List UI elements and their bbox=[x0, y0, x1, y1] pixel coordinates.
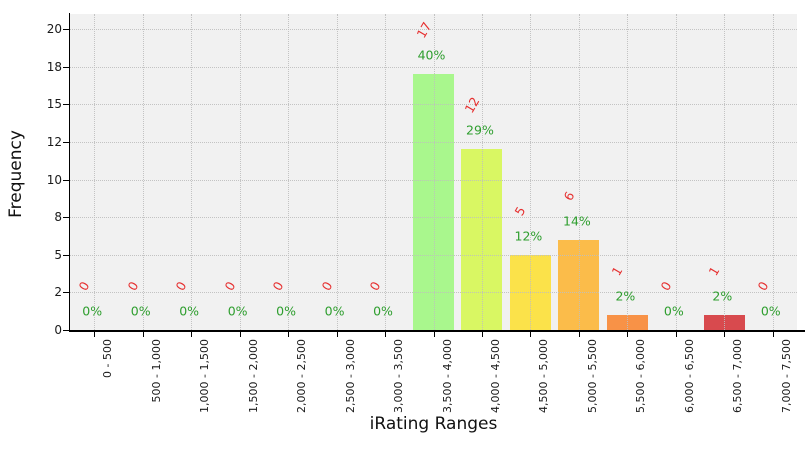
y-tick-mark bbox=[63, 141, 69, 143]
gridline-vertical bbox=[433, 14, 435, 330]
y-tick-mark bbox=[63, 330, 69, 331]
x-tick-mark bbox=[530, 331, 532, 337]
x-tick-mark bbox=[627, 331, 629, 337]
x-tick-mark bbox=[288, 331, 290, 337]
gridline-horizontal bbox=[70, 141, 797, 143]
x-tick-mark bbox=[385, 331, 387, 337]
x-axis-title: iRating Ranges bbox=[369, 414, 498, 434]
gridline-vertical bbox=[724, 14, 726, 330]
y-tick-mark bbox=[63, 217, 69, 219]
gridline-horizontal bbox=[70, 104, 797, 106]
gridline-horizontal bbox=[70, 29, 797, 31]
x-tick-mark bbox=[336, 331, 338, 337]
gridline-vertical bbox=[191, 14, 193, 330]
bar-percent-label: 14% bbox=[562, 213, 591, 229]
y-tick-label: 10 bbox=[46, 172, 62, 187]
y-axis-line bbox=[68, 13, 71, 332]
bar-percent-label: 0% bbox=[324, 303, 345, 319]
bar-percent-label: 0% bbox=[760, 303, 781, 319]
x-tick-mark bbox=[94, 331, 96, 337]
bar-percent-label: 2% bbox=[615, 288, 636, 304]
x-tick-mark bbox=[675, 331, 677, 337]
y-tick-label: 15 bbox=[46, 97, 62, 112]
x-tick-mark bbox=[481, 331, 483, 337]
bar-percent-label: 0% bbox=[82, 303, 103, 319]
y-tick-mark bbox=[63, 292, 69, 294]
y-tick-mark bbox=[63, 254, 69, 256]
bar-percent-label: 0% bbox=[179, 303, 200, 319]
gridline-horizontal bbox=[70, 217, 797, 219]
gridline-vertical bbox=[627, 14, 629, 330]
bar-percent-label: 0% bbox=[276, 303, 297, 319]
y-tick-mark bbox=[63, 29, 69, 31]
gridline-vertical bbox=[481, 14, 483, 330]
gridline-vertical bbox=[336, 14, 338, 330]
bar-percent-label: 12% bbox=[514, 228, 543, 244]
x-tick-mark bbox=[142, 331, 144, 337]
gridline-vertical bbox=[530, 14, 532, 330]
y-tick-label: 18 bbox=[46, 59, 62, 74]
x-tick-mark bbox=[578, 331, 580, 337]
y-tick-label: 5 bbox=[54, 247, 62, 262]
y-tick-label: 0 bbox=[54, 323, 62, 337]
x-axis-line bbox=[68, 330, 805, 332]
x-tick-mark bbox=[191, 331, 193, 337]
y-tick-mark bbox=[63, 104, 69, 106]
gridline-vertical bbox=[94, 14, 96, 330]
gridline-vertical bbox=[288, 14, 290, 330]
bar-percent-label: 40% bbox=[417, 47, 446, 63]
gridline-vertical bbox=[772, 14, 774, 330]
bar-percent-label: 0% bbox=[130, 303, 151, 319]
y-axis-title: Frequency bbox=[6, 130, 26, 218]
x-tick-mark bbox=[724, 331, 726, 337]
bar-percent-label: 2% bbox=[712, 288, 733, 304]
x-tick-mark bbox=[239, 331, 241, 337]
y-tick-label: 2 bbox=[54, 285, 62, 300]
gridline-horizontal bbox=[70, 179, 797, 181]
y-tick-mark bbox=[63, 66, 69, 68]
gridline-vertical bbox=[675, 14, 677, 330]
gridline-vertical bbox=[385, 14, 387, 330]
gridline-horizontal bbox=[70, 66, 797, 68]
gridline-vertical bbox=[142, 14, 144, 330]
x-tick-mark bbox=[433, 331, 435, 337]
bar-percent-label: 0% bbox=[227, 303, 248, 319]
bar-percent-label: 29% bbox=[466, 122, 494, 138]
bar-percent-label: 0% bbox=[373, 303, 393, 319]
bar-percent-label: 0% bbox=[663, 303, 684, 319]
y-tick-mark bbox=[63, 179, 69, 181]
gridline-vertical bbox=[578, 14, 580, 330]
y-tick-label: 20 bbox=[46, 22, 62, 37]
y-tick-label: 8 bbox=[54, 210, 62, 225]
x-tick-mark bbox=[772, 331, 774, 337]
gridline-horizontal bbox=[70, 254, 797, 256]
y-tick-label: 12 bbox=[46, 134, 62, 149]
gridline-vertical bbox=[239, 14, 241, 330]
gridline-horizontal bbox=[70, 292, 797, 294]
